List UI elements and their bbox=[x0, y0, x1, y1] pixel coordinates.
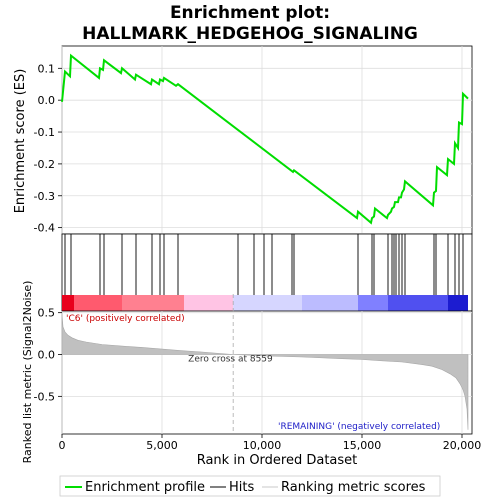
x-tick-label: 15,000 bbox=[343, 439, 382, 452]
metric-tick-label: -0.5 bbox=[34, 390, 55, 403]
heatbar-segment bbox=[233, 295, 302, 311]
metric-panel: 0.5 0.0 -0.5 Zero cross at 8559 'C6' (posi… bbox=[34, 294, 472, 434]
heatbar-segment bbox=[358, 295, 388, 311]
heatbar-segment bbox=[122, 295, 184, 311]
metric-tick-label: 0.5 bbox=[38, 307, 56, 320]
x-tick-label: 20,000 bbox=[443, 439, 482, 452]
legend-label-metric: Ranking metric scores bbox=[281, 480, 426, 495]
es-tick-label: 0.0 bbox=[38, 94, 56, 107]
es-tick-label: -0.1 bbox=[34, 126, 55, 139]
positive-label: 'C6' (positively correlated) bbox=[66, 314, 185, 324]
es-panel: 0.1 0.0 -0.1 -0.2 -0.3 -0.4 bbox=[34, 46, 472, 235]
heatbar-segment bbox=[184, 295, 233, 311]
es-panel-frame bbox=[62, 46, 472, 234]
metric-panel-frame bbox=[62, 311, 472, 434]
heatbar-segment bbox=[302, 295, 358, 311]
heatbar-segment bbox=[74, 295, 122, 311]
x-tick-label: 5,000 bbox=[146, 439, 178, 452]
negative-label: 'REMAINING' (negatively correlated) bbox=[278, 422, 440, 432]
metric-tick-label: 0.0 bbox=[38, 349, 56, 362]
legend-label-hits: Hits bbox=[229, 480, 254, 495]
heatbar-segment bbox=[62, 295, 74, 311]
x-axis-label: Rank in Ordered Dataset bbox=[197, 453, 358, 468]
chart-title-line2: HALLMARK_HEDGEHOG_SIGNALING bbox=[82, 24, 418, 44]
es-tick-label: -0.4 bbox=[34, 222, 55, 235]
hits-panel bbox=[62, 234, 472, 311]
zero-cross-label: Zero cross at 8559 bbox=[188, 355, 273, 365]
es-tick-label: -0.3 bbox=[34, 190, 55, 203]
es-tick-label: 0.1 bbox=[38, 62, 56, 75]
chart-title-line1: Enrichment plot: bbox=[170, 3, 330, 23]
x-tick-label: 0 bbox=[59, 439, 66, 452]
heatbar-segment bbox=[388, 295, 448, 311]
heatbar-segment bbox=[448, 295, 468, 311]
es-axis-label: Enrichment score (ES) bbox=[13, 69, 28, 214]
metric-axis-label: Ranked list metric (Signal2Noise) bbox=[21, 281, 34, 464]
es-tick-label: -0.2 bbox=[34, 158, 55, 171]
legend: Enrichment profile Hits Ranking metric s… bbox=[60, 476, 440, 496]
x-tick-label: 10,000 bbox=[243, 439, 282, 452]
legend-label-enrichment: Enrichment profile bbox=[85, 480, 205, 495]
